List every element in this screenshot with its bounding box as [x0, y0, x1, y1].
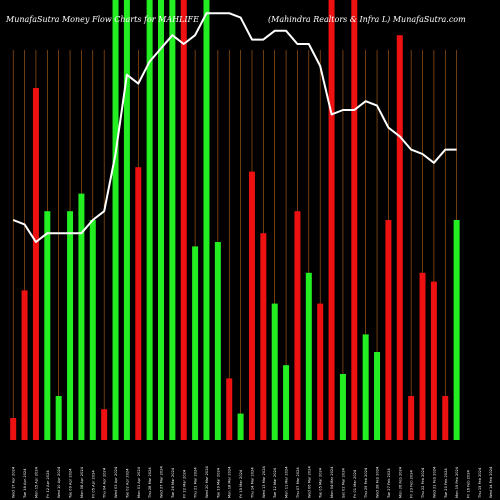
bar: [317, 303, 324, 440]
bar: [351, 0, 358, 440]
bar: [226, 378, 233, 440]
bar: [339, 374, 346, 440]
x-tick-label: Mon 08 Apr 2024: [80, 466, 84, 498]
bar: [158, 0, 165, 440]
x-tick-label: Tue 12 Mar 2024: [273, 467, 277, 499]
bar: [146, 0, 153, 440]
x-tick-label: Wed 10 Apr 2024: [57, 466, 61, 498]
bar: [453, 220, 460, 440]
bar: [89, 220, 96, 440]
bar: [294, 211, 301, 440]
x-tick-label: Wed 21 Feb 2024: [432, 466, 436, 498]
bar: [21, 290, 28, 440]
x-tick-label: Wed 13 Mar 2024: [262, 466, 266, 498]
bar: [214, 242, 221, 440]
x-tick-label: Sat 02 Mar 2024: [341, 467, 345, 498]
x-tick-label: Thu 07 Mar 2024: [296, 467, 300, 499]
x-tick-label: Wed 17 Apr 2024: [12, 466, 16, 498]
bar: [260, 233, 267, 440]
x-tick-label: Tue 19 Mar 2024: [216, 467, 220, 499]
bar: [408, 396, 415, 440]
x-tick-label: Tue 26 Mar 2024: [171, 467, 175, 499]
bar: [248, 171, 255, 440]
bar: [10, 418, 17, 440]
x-tick-label: Wed 03 Apr 2024: [114, 466, 118, 498]
x-tick-label: Wed 27 Mar 2024: [160, 466, 164, 498]
money-flow-line: [12, 12, 457, 243]
bar: [112, 0, 119, 440]
x-tick-label: Wed 28 Feb 2024: [376, 466, 380, 498]
x-tick-label: Fri 16 Feb 2024: [467, 469, 471, 498]
bar: [442, 396, 449, 440]
x-tick-label: Mon 11 Mar 2024: [285, 466, 289, 498]
bar: [328, 0, 335, 440]
chart-subtitle: (Mahindra Realtors & Infra L) MunafaSutr…: [268, 15, 466, 24]
x-tick-label: Mon 26 Feb 2024: [398, 466, 402, 498]
bar: [419, 272, 426, 440]
bar: [283, 365, 290, 440]
x-tick-label: Thu 28 Mar 2024: [148, 467, 152, 499]
bar: [78, 193, 85, 440]
x-tick-label: Fri 01 Mar 2024: [353, 469, 357, 498]
x-tick-label: Wed 20 Mar 2024: [205, 466, 209, 498]
x-tick-label: Thu 21 Mar 2024: [194, 467, 198, 499]
x-tick-label: Mon 01 Apr 2024: [137, 466, 141, 498]
x-tick-label: Thu 04 Apr 2024: [103, 467, 107, 499]
x-tick-label: Tue 05 Mar 2024: [319, 467, 323, 499]
x-tick-label: Mon 15 Apr 2024: [34, 466, 38, 498]
x-tick-label: Fri 22 Mar 2024: [182, 469, 186, 498]
x-tick-label: Mon 18 Mar 2024: [228, 466, 232, 498]
bar: [101, 409, 108, 440]
x-tick-label: Wed 06 Mar 2024: [307, 466, 311, 498]
bar: [271, 303, 278, 440]
bar: [374, 352, 381, 440]
bar: [362, 334, 369, 440]
x-tick-label: Mon 04 Mar 2024: [330, 466, 334, 498]
bar: [237, 413, 244, 440]
bar: [430, 281, 437, 440]
bar: [55, 396, 62, 440]
x-tick-label: Tue 20 Feb 2024: [444, 468, 448, 499]
bar: [67, 211, 74, 440]
x-tick-label: Tue 16 Apr 2024: [23, 468, 27, 499]
bar: [169, 0, 176, 440]
bar: [192, 246, 199, 440]
bar: [135, 167, 142, 440]
x-tick-label: Tue 09 Apr 2024: [69, 468, 73, 499]
x-tick-label: Thu 14 Mar 2024: [250, 467, 254, 499]
bar: [123, 0, 130, 440]
x-tick-label: Thu 15 Feb 2024: [478, 467, 482, 499]
bar: [305, 272, 312, 440]
x-tick-label: Thu 22 Feb 2024: [421, 467, 425, 499]
bar: [32, 88, 39, 440]
bar: [203, 0, 210, 440]
chart-title: MunafaSutra Money Flow Charts for MAHLIF…: [5, 15, 199, 24]
x-tick-label: Fri 15 Mar 2024: [239, 469, 243, 498]
bar: [180, 0, 187, 440]
x-tick-label: Tue 27 Feb 2024: [387, 468, 391, 499]
x-tick-label: Wed 14 Feb 2024: [489, 466, 493, 498]
x-tick-label: Thu 29 Feb 2024: [364, 467, 368, 499]
x-tick-labels: Wed 17 Apr 2024 Tue 16 Apr 2024 Mon 15 Apr…: [12, 466, 494, 499]
x-tick-label: Mon 19 Feb 2024: [455, 466, 459, 498]
bar: [385, 220, 392, 440]
bar: [396, 35, 403, 440]
x-tick-label: Tue 02 Apr 2024: [125, 468, 129, 499]
bar: [44, 211, 51, 440]
x-tick-label: Fri 23 Feb 2024: [410, 469, 414, 498]
x-tick-label: Fri 05 Apr 2024: [91, 470, 95, 498]
x-tick-label: Fri 12 Apr 2024: [46, 470, 50, 498]
bar-series: [10, 0, 460, 440]
